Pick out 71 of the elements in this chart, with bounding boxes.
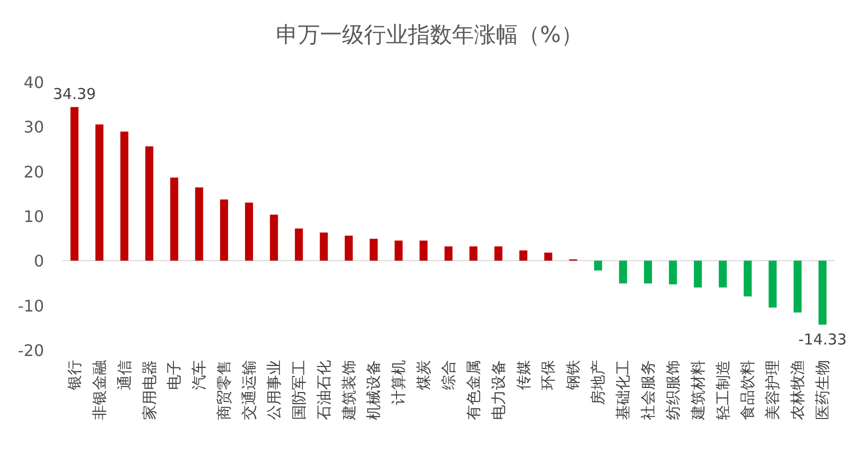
bar	[544, 252, 552, 261]
bar	[494, 246, 502, 261]
bar	[344, 236, 353, 261]
x-tick-label: 国防军工	[290, 360, 308, 420]
x-tick-label: 钢铁	[564, 360, 582, 391]
x-tick-label: 商贸零售	[215, 360, 234, 420]
x-tick-label: 医药生物	[814, 360, 832, 420]
bar	[270, 214, 278, 261]
bar	[320, 232, 328, 261]
x-tick-label: 社会服务	[638, 360, 657, 420]
x-tick-label: 有色金属	[464, 360, 482, 420]
x-tick-label: 美容护理	[764, 360, 782, 420]
y-tick-label: 30	[24, 118, 44, 137]
bar	[619, 260, 628, 284]
bar	[145, 146, 154, 261]
bar	[469, 246, 478, 261]
bar	[818, 260, 827, 325]
x-tick-label: 综合	[440, 360, 458, 390]
x-tick-label: 通信	[115, 360, 134, 390]
bar	[370, 238, 378, 261]
bar	[694, 260, 702, 288]
bar	[195, 187, 204, 261]
x-tick-label: 银行	[65, 360, 84, 391]
bar	[768, 260, 777, 308]
y-tick-label: -10	[18, 296, 44, 316]
bar	[644, 260, 652, 284]
bar	[794, 260, 802, 312]
x-tick-label: 轻工制造	[714, 360, 732, 420]
bar	[220, 199, 228, 261]
y-tick-label: -20	[18, 341, 44, 360]
bar	[519, 250, 528, 261]
bar	[245, 202, 254, 261]
x-tick-label: 农林牧渔	[788, 360, 807, 420]
x-tick-label: 非银金融	[90, 360, 108, 420]
bar	[170, 178, 178, 261]
x-tick-label: 汽车	[190, 360, 208, 390]
y-tick-label: 0	[34, 252, 44, 271]
bar	[594, 260, 602, 270]
x-tick-label: 传媒	[514, 360, 532, 390]
y-tick-label: 10	[24, 207, 44, 226]
bar	[420, 240, 428, 261]
y-tick-label: 20	[24, 162, 44, 182]
data-label: 34.39	[52, 85, 96, 104]
x-tick-label: 机械设备	[364, 360, 383, 420]
bar	[744, 260, 752, 296]
y-tick-label: 40	[24, 73, 44, 92]
x-tick-label: 纺织服饰	[664, 360, 682, 420]
bar	[95, 124, 104, 261]
x-tick-label: 房地产	[589, 360, 608, 405]
bar	[718, 260, 727, 288]
x-tick-label: 电子	[165, 360, 184, 390]
x-tick-label: 环保	[539, 360, 558, 390]
x-tick-label: 基础化工	[614, 360, 632, 420]
x-tick-label: 计算机	[390, 360, 408, 405]
bar	[668, 260, 677, 284]
bar	[444, 246, 452, 261]
x-tick-label: 公用事业	[264, 360, 283, 420]
chart-title: 申万一级行业指数年涨幅（%）	[276, 23, 583, 48]
bar	[70, 107, 78, 261]
x-tick-label: 建筑材料	[688, 360, 707, 421]
x-tick-label: 食品饮料	[738, 360, 757, 420]
x-tick-label: 建筑装饰	[340, 360, 358, 421]
bar	[394, 240, 403, 261]
bar	[120, 132, 128, 261]
x-tick-label: 交通运输	[240, 360, 258, 420]
x-tick-label: 家用电器	[140, 360, 158, 420]
x-tick-label: 煤炭	[414, 360, 433, 390]
bar	[294, 228, 303, 261]
data-label: -14.33	[798, 330, 847, 349]
x-tick-label: 石油石化	[314, 360, 333, 420]
x-tick-label: 电力设备	[489, 360, 508, 420]
